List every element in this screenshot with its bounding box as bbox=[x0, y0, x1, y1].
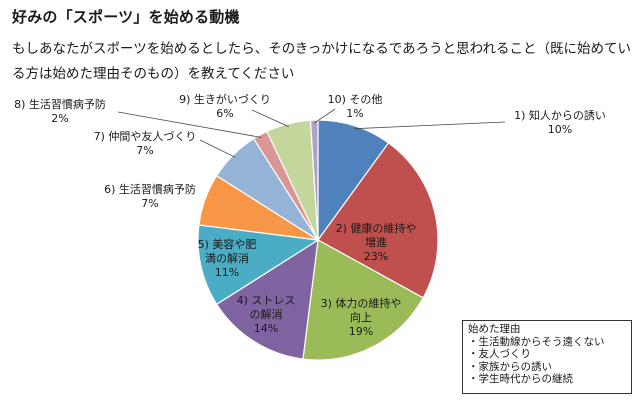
pie-slice bbox=[197, 224, 320, 306]
note-item: 学生時代からの継続 bbox=[468, 373, 626, 386]
note-list: 生活動線からそう遠くない 友人づくり 家族からの誘い 学生時代からの継続 bbox=[468, 336, 626, 386]
slice-labels: 1) 知人からの誘い 10% 2) 健康の維持や増進 23% 3) 体力の維持や向上 19… bbox=[14, 92, 606, 338]
pie-slices bbox=[197, 119, 439, 361]
pie-slice bbox=[317, 142, 439, 299]
note-item: 友人づくり bbox=[468, 348, 626, 361]
leader-lines bbox=[117, 108, 506, 158]
note-item: 生活動線からそう遠くない bbox=[468, 336, 626, 349]
slice-label: 5) 美容や肥満の解消 11% bbox=[198, 237, 257, 279]
slice-label: 4) ストレスの解消 14% bbox=[237, 294, 296, 335]
survey-question: もしあなたがスポーツを始めるとしたら、そのきっかけになるであろうと思われること（… bbox=[12, 41, 631, 82]
slice-label: 3) 体力の維持や向上 19% bbox=[321, 296, 402, 338]
leader-line bbox=[199, 139, 236, 158]
leader-line bbox=[117, 111, 262, 138]
slice-label: 7) 仲間や友人づくり 7% bbox=[94, 129, 197, 157]
reasons-note: 始めた理由 生活動線からそう遠くない 友人づくり 家族からの誘い 学生時代からの… bbox=[462, 320, 632, 394]
leader-line bbox=[314, 108, 336, 124]
leader-line bbox=[354, 121, 506, 130]
note-title: 始めた理由 bbox=[468, 323, 521, 335]
slice-label: 9) 生きがいづくり 6% bbox=[179, 92, 271, 120]
slice-label: 6) 生活習慣病予防 7% bbox=[104, 182, 196, 210]
slice-label: 1) 知人からの誘い 10% bbox=[514, 108, 606, 136]
slice-label: 10) その他 1% bbox=[328, 93, 383, 120]
slice-label: 8) 生活習慣病予防 2% bbox=[14, 97, 106, 125]
note-item: 家族からの誘い bbox=[468, 361, 626, 374]
slice-label: 2) 健康の維持や増進 23% bbox=[336, 221, 417, 263]
page-title: 好みの「スポーツ」を始める動機 bbox=[12, 8, 240, 26]
pie-slice bbox=[309, 119, 319, 241]
leader-line bbox=[251, 109, 290, 128]
pie-slice bbox=[215, 238, 319, 360]
pie-slice bbox=[302, 239, 424, 361]
